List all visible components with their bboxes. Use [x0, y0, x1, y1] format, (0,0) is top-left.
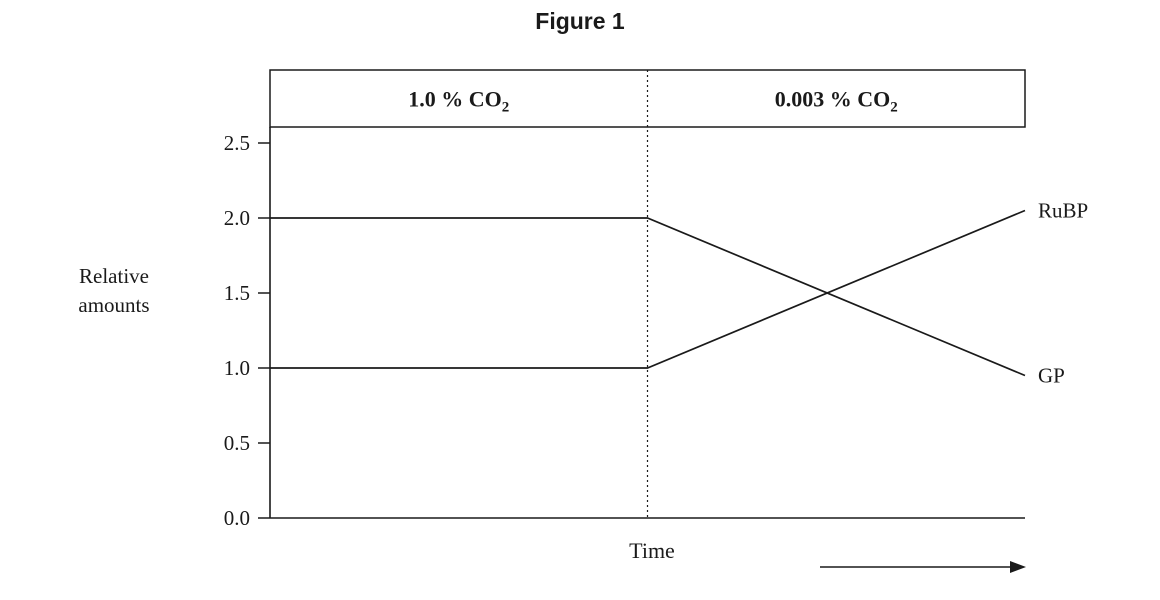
co2-region-box — [269, 69, 1026, 128]
time-arrow-head — [1010, 561, 1026, 573]
y-tick-label: 1.5 — [224, 281, 250, 305]
co2-region-label-0: 1.0 % CO2 — [408, 87, 509, 116]
y-axis-label: Relative amounts — [58, 262, 170, 321]
series-line-GP — [270, 217, 1026, 377]
y-axis-label-line1: Relative — [79, 264, 149, 288]
series-label-RuBP: RuBP — [1038, 199, 1088, 223]
y-axis-label-line2: amounts — [78, 293, 150, 318]
y-tick-label: 0.0 — [224, 506, 250, 530]
figure-title: Figure 1 — [535, 8, 625, 34]
y-tick-label: 0.5 — [224, 431, 250, 455]
series-label-GP: GP — [1038, 364, 1065, 388]
series-line-RuBP — [270, 209, 1026, 369]
co2-region-label-1: 0.003 % CO2 — [775, 87, 898, 116]
x-axis-label: Time — [629, 538, 675, 563]
y-tick-label: 2.0 — [224, 206, 250, 230]
y-tick-label: 2.5 — [224, 131, 250, 155]
y-tick-label: 1.0 — [224, 356, 250, 380]
